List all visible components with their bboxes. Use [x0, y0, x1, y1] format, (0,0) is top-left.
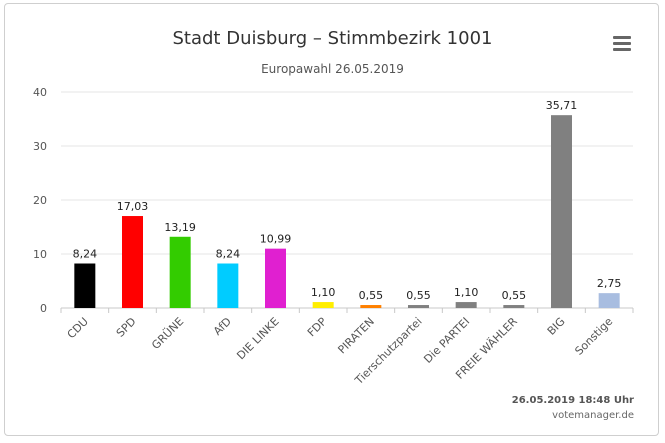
- x-tick-label: DIE LINKE: [234, 315, 281, 362]
- data-label: 17,03: [117, 200, 149, 213]
- x-tick-label: SPD: [114, 315, 139, 340]
- x-tick-label: FDP: [305, 315, 330, 340]
- timestamp: 26.05.2019 18:48 Uhr: [511, 395, 634, 406]
- bar[interactable]: [408, 305, 429, 308]
- chart-container: [4, 3, 659, 436]
- y-tick-label: 10: [33, 248, 47, 261]
- hamburger-menu-icon[interactable]: [613, 36, 631, 52]
- data-label: 8,24: [216, 248, 241, 261]
- data-label: 1,10: [454, 286, 479, 299]
- x-tick-label: GRÜNE: [149, 315, 186, 352]
- bar[interactable]: [169, 236, 191, 308]
- bar[interactable]: [122, 216, 143, 308]
- data-label: 0,55: [359, 289, 384, 302]
- x-tick-label: Sonstige: [572, 315, 615, 358]
- data-label: 10,99: [260, 233, 292, 246]
- y-tick-label: 0: [40, 302, 47, 315]
- bar[interactable]: [598, 293, 620, 308]
- credit-link[interactable]: votemanager.de: [552, 410, 634, 421]
- data-label: 13,19: [164, 221, 196, 234]
- bar[interactable]: [265, 248, 286, 308]
- y-tick-label: 30: [33, 140, 47, 153]
- x-tick-label: AfD: [211, 315, 234, 338]
- y-tick-label: 40: [33, 86, 47, 99]
- data-label: 0,55: [406, 289, 431, 302]
- bar[interactable]: [74, 263, 96, 308]
- data-label: 8,24: [73, 248, 98, 261]
- x-tick-label: BIG: [545, 315, 568, 338]
- x-tick-label: CDU: [65, 315, 91, 341]
- bar[interactable]: [551, 115, 572, 308]
- bar[interactable]: [455, 302, 477, 308]
- bar[interactable]: [503, 305, 525, 308]
- bar[interactable]: [312, 302, 334, 308]
- chart-subtitle: Europawahl 26.05.2019: [261, 62, 404, 76]
- data-label: 0,55: [502, 289, 527, 302]
- y-tick-label: 20: [33, 194, 47, 207]
- data-label: 2,75: [597, 277, 622, 290]
- bar[interactable]: [360, 305, 382, 308]
- data-label: 1,10: [311, 286, 336, 299]
- data-label: 35,71: [546, 99, 578, 112]
- x-tick-label: Die PARTEI: [421, 315, 472, 366]
- chart-title: Stadt Duisburg – Stimmbezirk 1001: [172, 28, 493, 49]
- bar[interactable]: [217, 263, 239, 308]
- x-tick-label: PIRATEN: [335, 315, 376, 356]
